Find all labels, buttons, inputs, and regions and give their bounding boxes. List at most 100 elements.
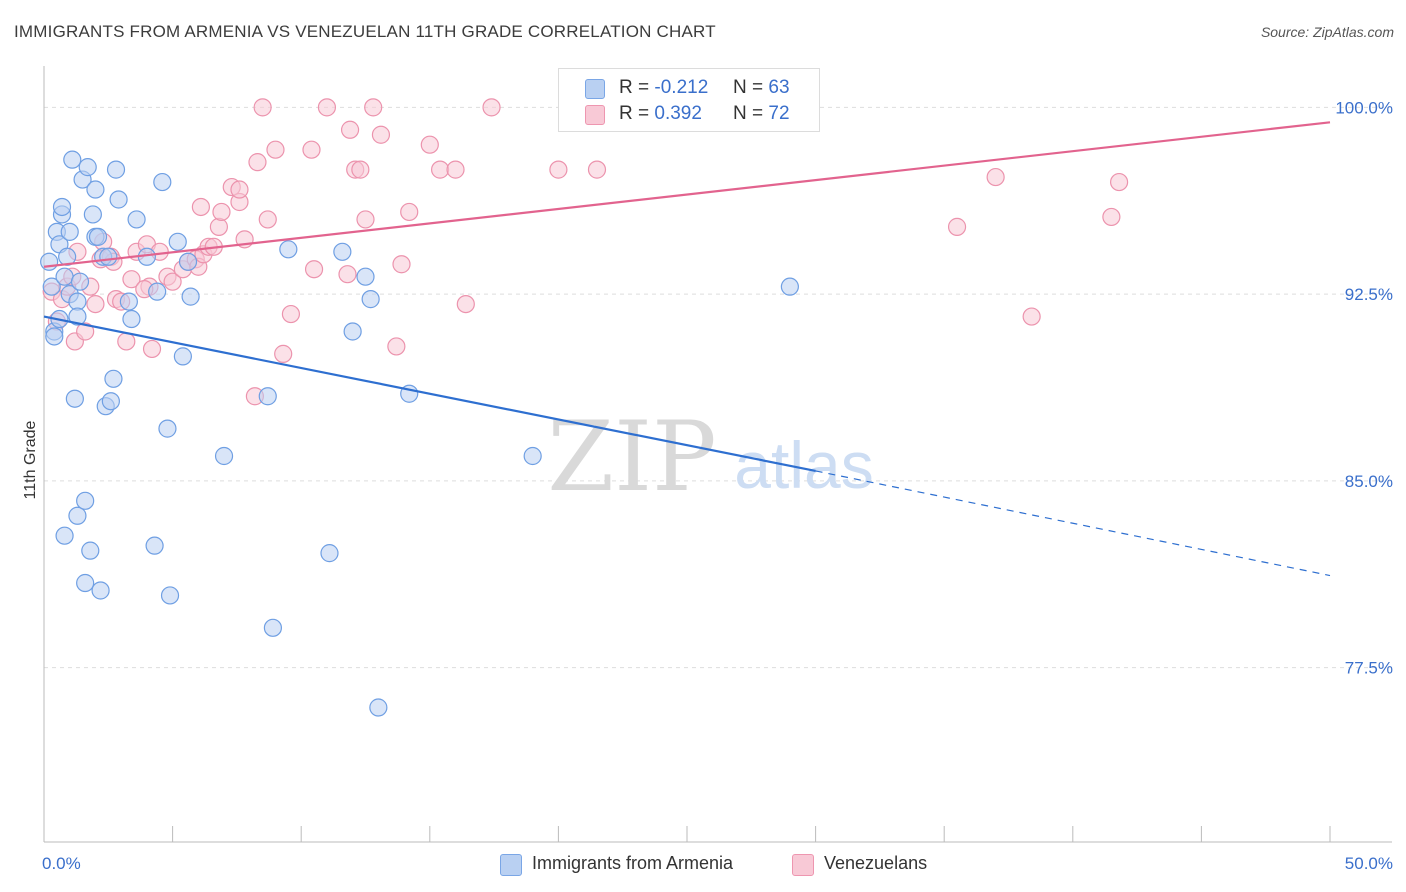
trend-line-armenia <box>43 315 816 473</box>
point-armenia <box>127 210 146 229</box>
point-armenia <box>369 698 388 717</box>
series-swatch-blue <box>500 854 522 876</box>
point-armenia <box>81 541 100 560</box>
point-armenia <box>356 267 375 286</box>
series-legend-label: Immigrants from Armenia <box>532 853 734 873</box>
point-armenia <box>158 419 177 438</box>
point-venezuelan <box>86 294 105 314</box>
x-tick-labels: 0.0% 50.0% <box>42 854 1393 873</box>
point-armenia <box>42 277 61 296</box>
point-armenia <box>168 232 187 251</box>
point-venezuelan <box>317 98 337 117</box>
point-venezuelan <box>266 140 285 159</box>
point-armenia <box>86 180 105 199</box>
point-armenia <box>153 172 172 192</box>
point-venezuelan <box>338 265 357 284</box>
watermark-atlas: atlas <box>734 428 873 502</box>
point-armenia <box>88 227 108 246</box>
point-armenia <box>343 322 362 341</box>
point-armenia <box>361 290 380 309</box>
point-armenia <box>63 150 82 169</box>
point-venezuelan <box>253 98 272 117</box>
point-venezuelan <box>340 120 360 139</box>
x-tick-label: 50.0% <box>1345 854 1393 873</box>
point-armenia <box>523 446 542 466</box>
trend-lines <box>43 121 1331 577</box>
trend-line-venezuelans <box>43 121 1331 268</box>
point-venezuelan <box>117 332 136 351</box>
point-armenia <box>214 446 234 466</box>
point-armenia <box>258 387 277 406</box>
point-armenia <box>76 573 95 593</box>
point-armenia <box>58 247 77 266</box>
point-armenia <box>91 581 110 600</box>
point-venezuelan <box>230 180 249 199</box>
point-venezuelan <box>163 272 182 291</box>
legend-swatch-pink <box>585 105 605 125</box>
point-armenia <box>148 282 167 301</box>
point-armenia <box>65 389 84 408</box>
point-venezuelan <box>302 140 321 159</box>
legend-n-label: N = <box>733 103 764 124</box>
point-armenia <box>101 392 120 411</box>
point-armenia <box>780 277 799 296</box>
point-armenia <box>106 160 126 179</box>
point-venezuelan <box>587 160 607 179</box>
point-venezuelan <box>1022 307 1041 326</box>
legend-n-value-venezuelans: 72 <box>768 103 790 124</box>
stats-legend: R = -0.212 N = 63 R = 0.392 N = 72 <box>558 68 820 132</box>
series-legend-label: Venezuelans <box>824 853 928 873</box>
source-label: Source: ZipAtlas.com <box>1260 24 1394 40</box>
point-armenia <box>68 307 87 326</box>
y-tick-labels: 77.5% 85.0% 92.5% 100.0% <box>1335 98 1393 677</box>
point-armenia <box>60 222 79 241</box>
data-points <box>40 98 1129 717</box>
point-venezuelan <box>274 344 293 363</box>
point-armenia <box>45 327 64 346</box>
x-tick-label: 0.0% <box>42 854 81 873</box>
point-armenia <box>99 247 118 266</box>
series-swatch-pink <box>792 854 814 876</box>
point-venezuelan <box>446 160 465 179</box>
point-armenia <box>40 252 59 271</box>
point-armenia <box>320 544 339 563</box>
point-venezuelan <box>400 202 419 222</box>
point-venezuelan <box>430 160 450 179</box>
y-tick-label: 77.5% <box>1345 659 1393 678</box>
point-venezuelan <box>281 304 301 324</box>
point-armenia <box>173 347 192 366</box>
point-venezuelan <box>549 160 568 179</box>
point-venezuelan <box>209 217 228 236</box>
point-venezuelan <box>356 210 375 229</box>
watermark-zip: ZIP <box>547 401 716 513</box>
point-armenia <box>68 506 87 525</box>
point-venezuelan <box>304 260 324 279</box>
legend-r-label: R = <box>619 103 650 124</box>
y-axis-label: 11th Grade <box>22 420 39 500</box>
point-armenia <box>55 526 74 545</box>
point-venezuelan <box>986 167 1005 187</box>
point-venezuelan <box>364 98 383 117</box>
point-armenia <box>109 190 128 209</box>
point-venezuelan <box>1102 207 1121 227</box>
point-armenia <box>55 267 74 286</box>
legend-n-value-armenia: 63 <box>768 77 790 98</box>
point-armenia <box>263 618 283 637</box>
legend-swatch-blue <box>585 79 605 99</box>
point-venezuelan <box>420 135 439 154</box>
point-venezuelan <box>947 217 967 236</box>
point-armenia <box>279 240 298 259</box>
point-venezuelan <box>392 255 411 274</box>
y-tick-label: 92.5% <box>1345 285 1393 304</box>
point-armenia <box>122 309 141 329</box>
point-venezuelan <box>76 322 95 341</box>
y-tick-label: 100.0% <box>1335 98 1393 117</box>
point-armenia <box>70 272 90 291</box>
point-armenia <box>160 586 180 605</box>
point-armenia <box>78 158 97 177</box>
legend-n-label: N = <box>733 77 764 98</box>
point-armenia <box>181 287 200 306</box>
point-venezuelan <box>482 98 501 117</box>
point-armenia <box>333 242 352 261</box>
